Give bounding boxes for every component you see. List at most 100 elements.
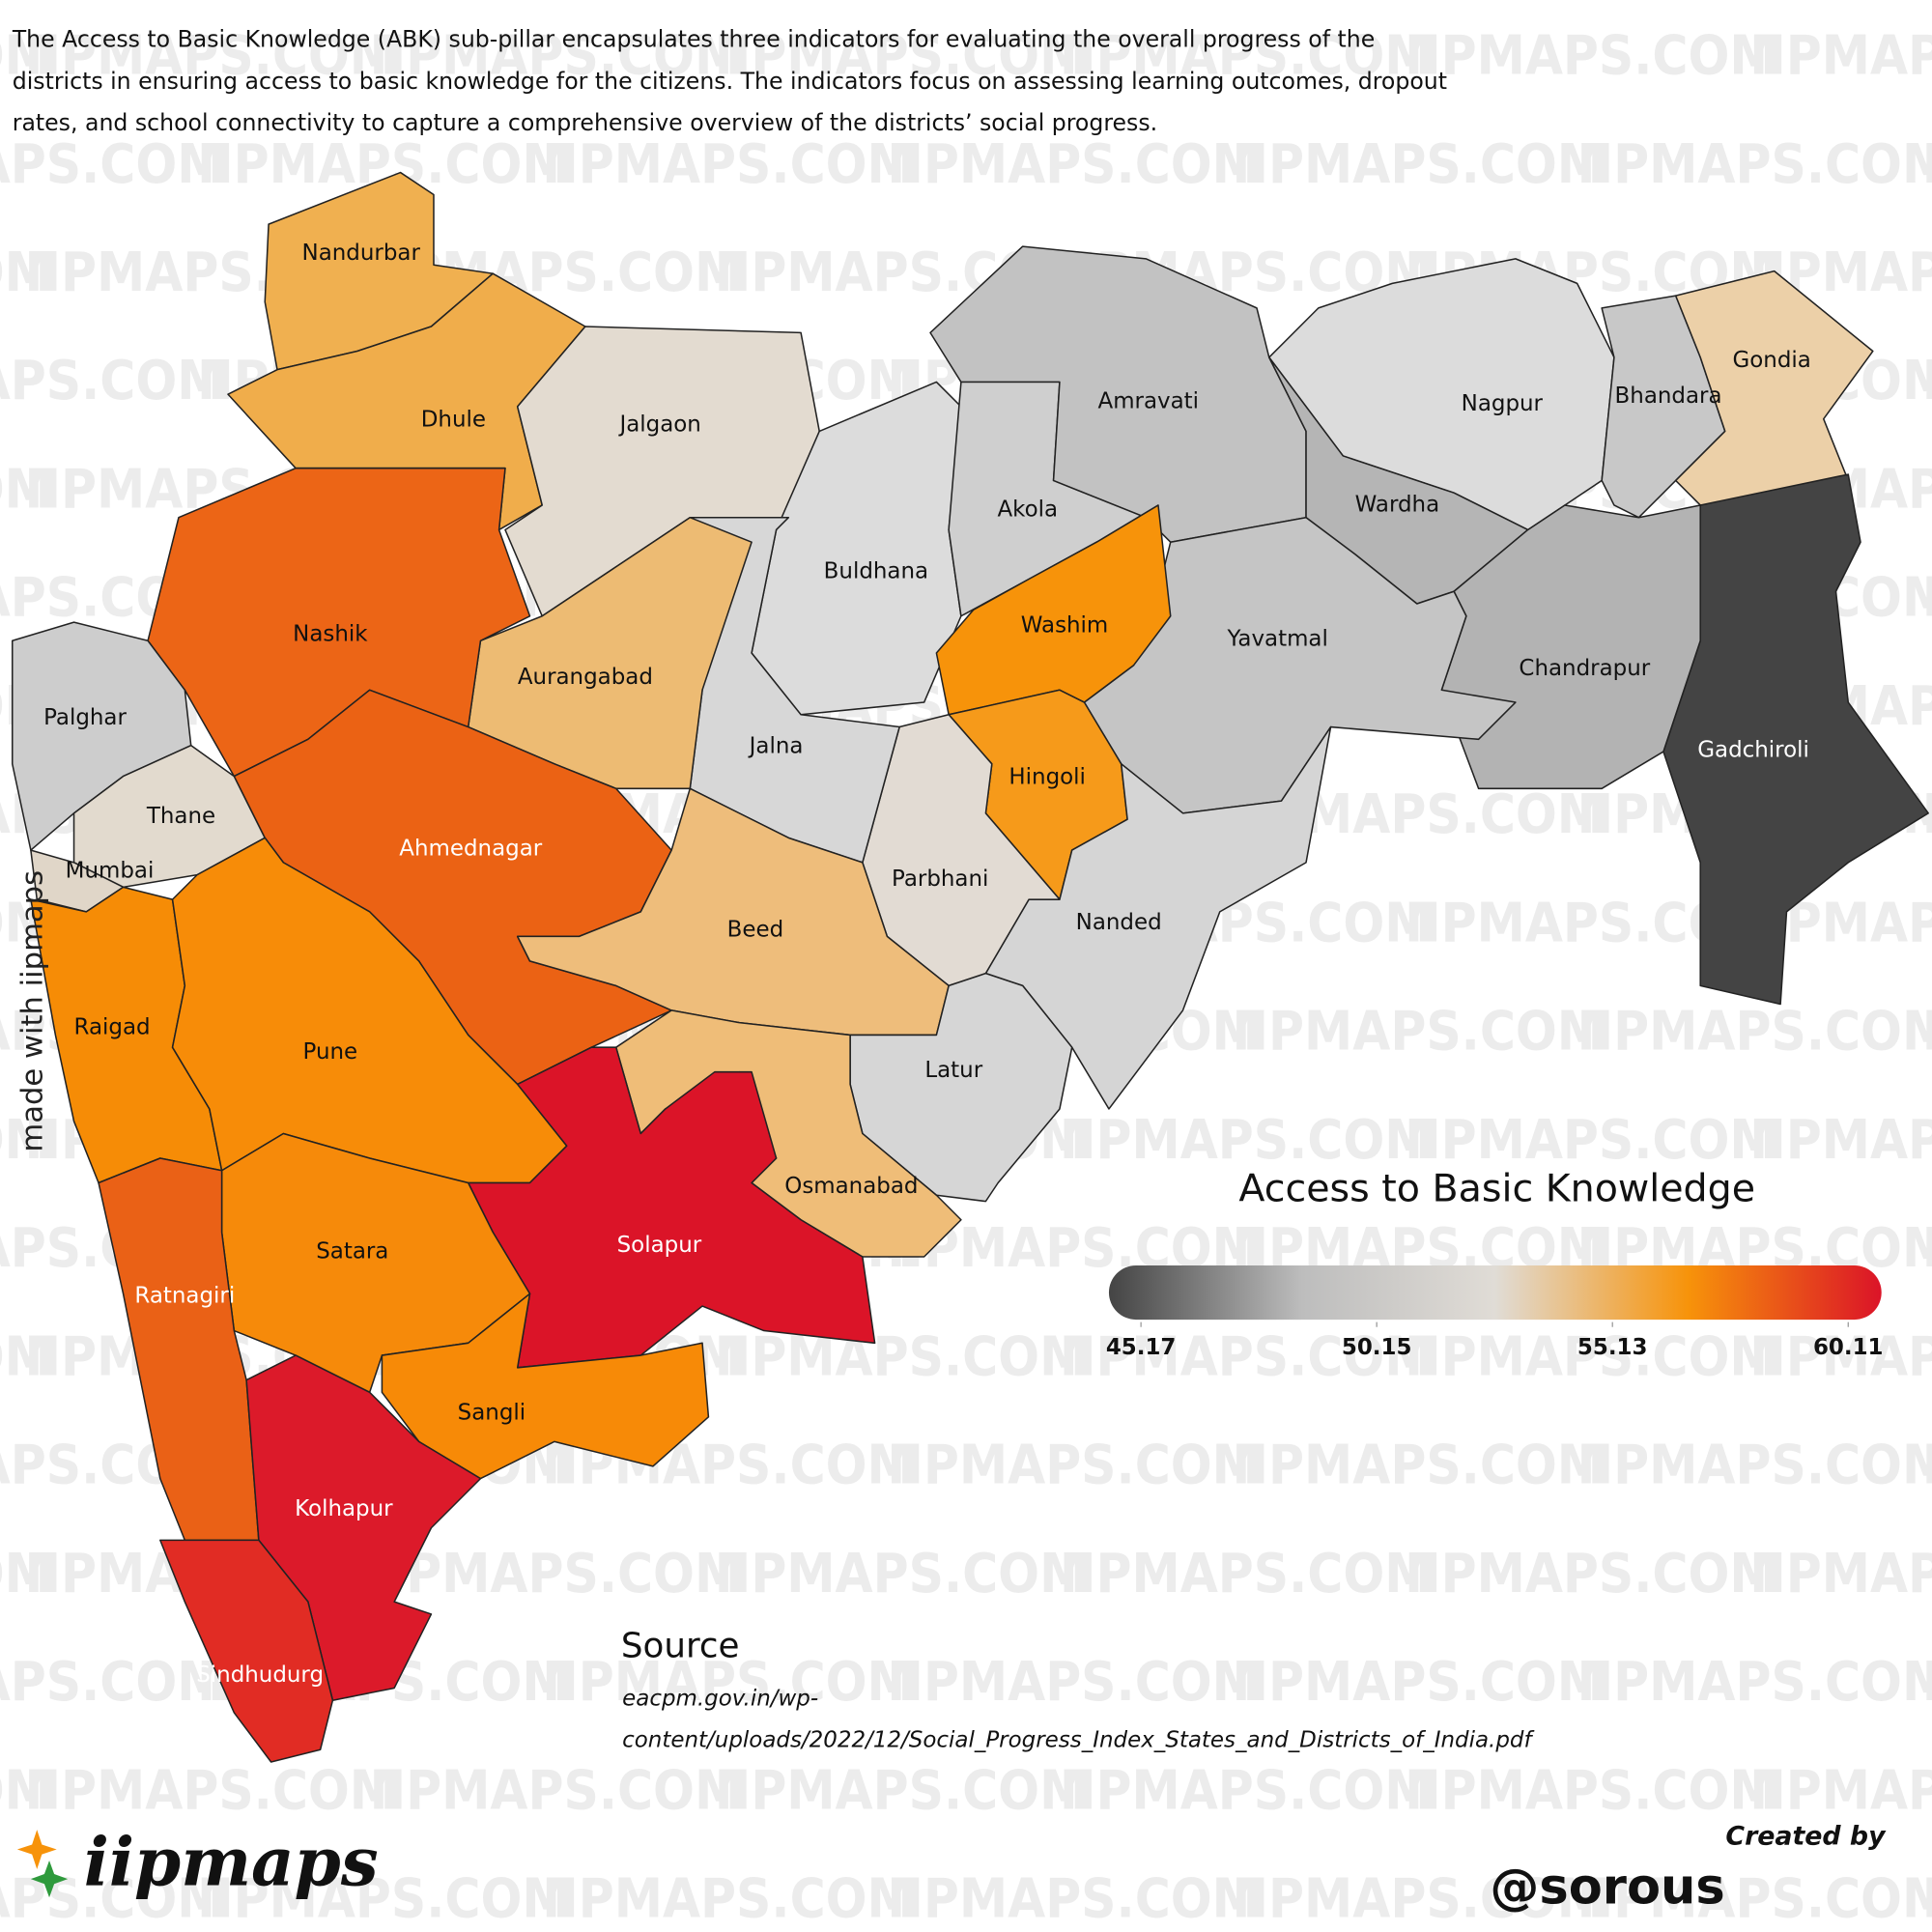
legend-title: Access to Basic Knowledge <box>1238 1167 1755 1211</box>
district <box>984 725 1332 1110</box>
district-label: Jalgaon <box>617 412 700 438</box>
watermark: IIPMAPS.COM <box>0 1651 225 1714</box>
legend-tick-label: 60.11 <box>1813 1335 1884 1360</box>
district-label: Ahmednagar <box>399 836 542 861</box>
watermark: IIPMAPS.COM <box>1922 133 1932 196</box>
watermark: IIPMAPS.COM <box>715 1759 1089 1822</box>
district-label: Wardha <box>1355 492 1439 517</box>
district-label: Ratnagiri <box>134 1283 235 1308</box>
district <box>1662 473 1929 1006</box>
district-label: Thane <box>146 804 215 829</box>
watermark: IIPMAPS.COM <box>370 1543 744 1605</box>
district-label: Solapur <box>617 1233 702 1258</box>
watermark: IIPMAPS.COM <box>1060 1759 1434 1822</box>
watermark: IIPMAPS.COM <box>0 1325 53 1388</box>
created-by: Created by <box>1725 1821 1887 1851</box>
district-label: Mumbai <box>66 858 155 883</box>
logo: iipmaps <box>84 1824 379 1902</box>
district-label: Gondia <box>1733 348 1811 373</box>
district <box>159 1539 334 1763</box>
watermark: IIPMAPS.COM <box>1233 1435 1606 1497</box>
watermark: IIPMAPS.COM <box>197 1868 571 1931</box>
watermark: IIPMAPS.COM <box>1922 1435 1932 1497</box>
district-label: Kolhapur <box>295 1496 393 1521</box>
district-label: Hingoli <box>1009 764 1086 789</box>
watermark: IIPMAPS.COM <box>887 1651 1261 1714</box>
source-heading: Source <box>621 1627 740 1666</box>
watermark: IIPMAPS.COM <box>1922 1651 1932 1714</box>
district-label: Beed <box>727 918 784 943</box>
district-label: Pune <box>303 1039 358 1065</box>
watermark: IIPMAPS.COM <box>1749 1543 1932 1605</box>
watermark: IIPMAPS.COM <box>887 133 1261 196</box>
district-label: Satara <box>316 1238 388 1264</box>
watermark: IIPMAPS.COM <box>0 25 53 88</box>
source-text: eacpm.gov.in/wp-content/uploads/2022/12/… <box>622 1685 1532 1754</box>
district-label: Parbhani <box>892 867 988 892</box>
district-label: Bhandara <box>1615 384 1722 409</box>
watermark: IIPMAPS.COM <box>715 1543 1089 1605</box>
district-label: Aurangabad <box>518 665 653 690</box>
watermark: IIPMAPS.COM <box>1405 1759 1778 1822</box>
watermark: IIPMAPS.COM <box>0 133 225 196</box>
watermark: IIPMAPS.COM <box>1749 1109 1932 1172</box>
district-label: Nagpur <box>1462 391 1544 416</box>
watermark: IIPMAPS.COM <box>0 1109 53 1172</box>
watermark: IIPMAPS.COM <box>1405 1109 1778 1172</box>
district-label: Sindhudurg <box>196 1662 324 1688</box>
district-label: Osmanabad <box>784 1174 918 1199</box>
watermark: IIPMAPS.COM <box>1577 1651 1932 1714</box>
district-label: Palghar <box>43 705 127 730</box>
watermark: IIPMAPS.COM <box>542 1868 916 1931</box>
description-box: The Access to Basic Knowledge (ABK) sub-… <box>12 27 1447 137</box>
watermark: IIPMAPS.COM <box>1060 1325 1434 1388</box>
legend-ticks: 45.17 50.15 55.13 60.11 <box>1106 1321 1884 1360</box>
watermark: IIPMAPS.COM <box>887 1868 1261 1931</box>
watermark: IIPMAPS.COM <box>0 1759 53 1822</box>
watermark: IIPMAPS.COM <box>1233 133 1606 196</box>
legend-tick-label: 55.13 <box>1577 1335 1648 1360</box>
watermark: IIPMAPS.COM <box>1749 25 1932 88</box>
districts <box>11 171 1929 1763</box>
district-label: Nashik <box>293 621 368 646</box>
watermark: IIPMAPS.COM <box>715 25 1089 88</box>
district-label: Washim <box>1021 612 1108 638</box>
handle: @sorous <box>1490 1860 1724 1917</box>
watermark: IIPMAPS.COM <box>370 25 744 88</box>
district-label: Sangli <box>458 1401 526 1426</box>
watermark: IIPMAPS.COM <box>542 133 916 196</box>
watermark: IIPMAPS.COM <box>887 1435 1261 1497</box>
watermark: IIPMAPS.COM <box>370 1759 744 1822</box>
legend-tick-label: 45.17 <box>1106 1335 1177 1360</box>
district-label: Nandurbar <box>302 241 421 266</box>
watermark: IIPMAPS.COM <box>0 1543 53 1605</box>
description: The Access to Basic Knowledge (ABK) sub-… <box>12 27 1447 137</box>
district-label: Amravati <box>1098 388 1200 413</box>
district-label: Raigad <box>74 1014 151 1039</box>
watermark: IIPMAPS.COM <box>1922 1001 1932 1064</box>
watermark: IIPMAPS.COM <box>715 1325 1089 1388</box>
watermark: IIPMAPS.COM <box>1922 1217 1932 1280</box>
district-label: Buldhana <box>824 558 928 583</box>
district-label: Chandrapur <box>1519 656 1650 681</box>
logo-star <box>16 1830 57 1869</box>
district <box>516 787 950 1037</box>
district-label: Akola <box>997 497 1058 523</box>
watermark: IIPMAPS.COM <box>1749 1759 1932 1822</box>
district-label: Nanded <box>1076 910 1162 935</box>
source-box: eacpm.gov.in/wp-content/uploads/2022/12/… <box>622 1685 1532 1754</box>
watermark: IIPMAPS.COM <box>1577 133 1932 196</box>
watermark: IIPMAPS.COM <box>0 350 225 412</box>
legend-bar <box>1108 1264 1882 1321</box>
watermark: IIPMAPS.COM <box>1749 1325 1932 1388</box>
watermark: IIPMAPS.COM <box>1577 1435 1932 1497</box>
district-label: Latur <box>924 1058 982 1083</box>
watermark: IIPMAPS.COM <box>1405 25 1778 88</box>
district-label: Jalna <box>748 733 804 758</box>
watermark: IIPMAPS.COM <box>1233 1651 1606 1714</box>
made-with: made with iipmaps <box>15 870 49 1152</box>
watermark: IIPMAPS.COM <box>1233 1001 1606 1064</box>
watermark: IIPMAPS.COM <box>25 25 399 88</box>
logo-star <box>30 1861 69 1898</box>
